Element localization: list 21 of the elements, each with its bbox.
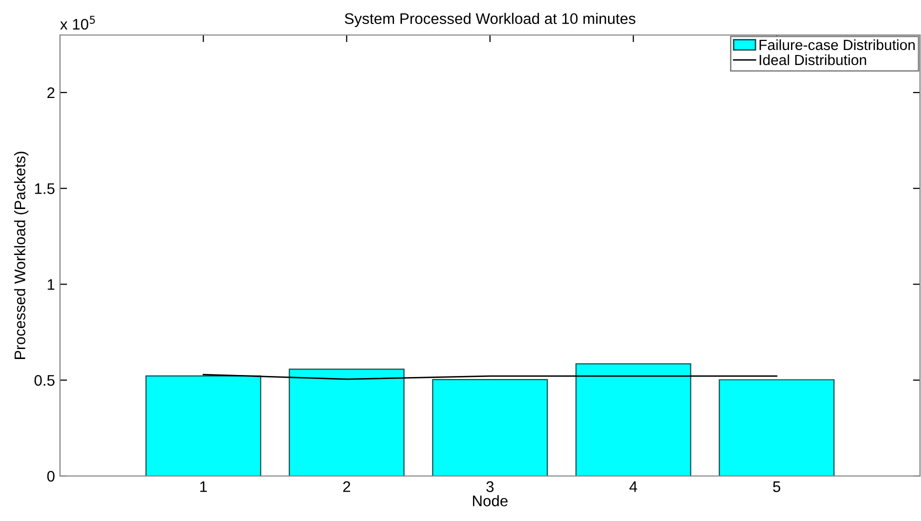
y-tick-label: 0.5 (34, 375, 54, 386)
y-tick-label: 1.5 (35, 183, 54, 194)
x-tick-label: 1 (200, 481, 207, 492)
legend-label: Failure-case Distribution (760, 39, 915, 50)
bar (288, 368, 405, 476)
x-tick-label: 2 (343, 481, 350, 492)
y-tick-label: 0 (47, 470, 55, 482)
legend-label: Ideal Distribution (760, 54, 866, 66)
x-tick-label: 3 (486, 481, 494, 492)
chart-title: System Processed Workload at 10 minutes (344, 12, 636, 28)
x-axis-title: Node (472, 495, 508, 506)
y-axis-title: Processed Workload (Packets) (14, 152, 28, 359)
y-tick-label: 2 (47, 87, 54, 98)
y-tick-label: 1 (48, 279, 54, 290)
bar (432, 379, 548, 476)
x-tick-label: 4 (629, 481, 638, 492)
bar (145, 375, 262, 476)
bar (718, 379, 835, 476)
bar (575, 363, 692, 476)
text: x 10$^{5}$ (60, 16, 95, 30)
x-tick-label: 5 (773, 481, 780, 492)
